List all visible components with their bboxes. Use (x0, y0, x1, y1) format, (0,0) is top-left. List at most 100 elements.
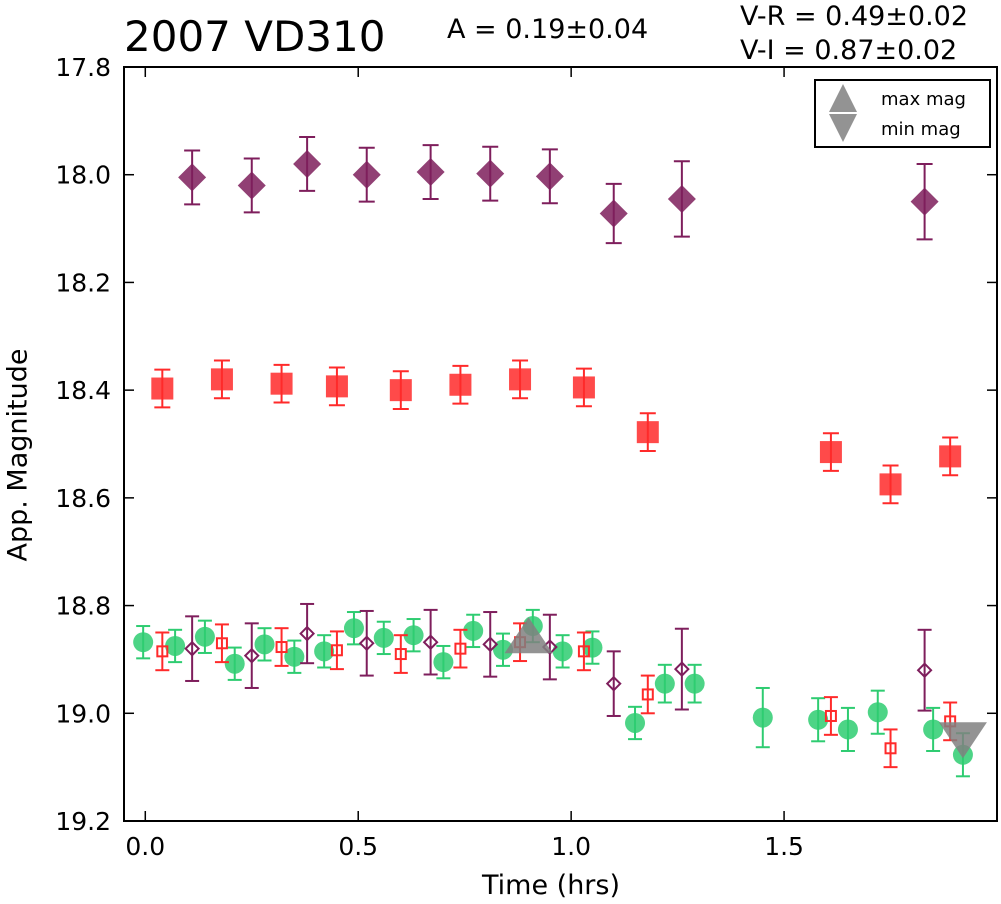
y-tick-label: 18.2 (55, 268, 111, 297)
x-axis-label: Time (hrs) (482, 870, 621, 901)
error-bar (883, 728, 898, 769)
color-index-vi: V-I = 0.87±0.02 (740, 35, 958, 66)
r_band-point (577, 645, 590, 658)
y-axis-label: App. Magnitude (2, 348, 34, 562)
v_band-point (224, 653, 245, 674)
r_band_offset-point (325, 375, 348, 398)
v_band-point (808, 709, 829, 730)
error-bar (214, 623, 229, 664)
r_band-point (215, 637, 228, 650)
error-bar (483, 611, 498, 678)
i_band-point (482, 636, 499, 653)
r_band_offset-point (509, 368, 532, 391)
error-bar (576, 631, 591, 672)
i_band_offset-point (535, 162, 564, 191)
v_band-point (403, 625, 424, 646)
max-mag-legend-icon (829, 84, 857, 112)
error-bar (542, 613, 557, 681)
error-bar (274, 627, 289, 667)
error-bar (453, 628, 468, 669)
v_band-point (684, 673, 705, 694)
x-tick-label: 0.0 (125, 832, 165, 861)
r_band_offset-point (939, 445, 962, 468)
r_band_offset-point (879, 473, 902, 496)
i_band_offset-point (293, 149, 322, 178)
y-tick-label: 18.6 (55, 484, 111, 513)
i_band_offset-point (352, 160, 381, 189)
r_band_offset-point (210, 368, 233, 391)
r_band-point (275, 641, 288, 654)
r_band_offset-point (151, 377, 174, 400)
error-bar (823, 696, 838, 736)
legend-label: min mag (881, 119, 961, 140)
i_band-point (422, 634, 439, 651)
error-bar (606, 650, 621, 717)
r_band-point (156, 645, 169, 658)
r_band-point (394, 648, 407, 661)
v_band-point (343, 618, 364, 639)
i_band_offset-point (476, 159, 505, 188)
y-tick-label: 18.0 (55, 161, 111, 190)
max-mag-marker (504, 617, 553, 654)
i_band_offset-point (178, 163, 207, 192)
r_band-point (824, 709, 837, 722)
x-tick-label: 1.5 (764, 832, 804, 861)
v_band-point (314, 641, 335, 662)
v_band-point (463, 620, 484, 641)
v_band-point (625, 712, 646, 733)
v_band-point (582, 637, 603, 658)
error-bar (393, 634, 408, 674)
i_band_offset-point (416, 158, 445, 187)
v_band-point (194, 626, 215, 647)
error-bar (674, 627, 689, 711)
v_band-point (923, 719, 944, 740)
i_band_offset-point (237, 171, 266, 200)
v_band-point (133, 632, 154, 653)
data-layer (133, 136, 987, 778)
v_band-point (752, 707, 773, 728)
error-bar (185, 615, 200, 682)
error-bar (155, 631, 170, 672)
min-mag-marker (938, 722, 987, 759)
error-bar (244, 622, 259, 689)
x-tick-label: 1.0 (551, 832, 591, 861)
v_band-point (373, 627, 394, 648)
plot-frame (123, 66, 998, 822)
r_band-point (454, 642, 467, 655)
error-bar (359, 609, 374, 677)
i_band_offset-point (910, 187, 939, 216)
i_band-point (605, 675, 622, 692)
r_band_offset-point (572, 376, 595, 399)
i_band-point (299, 625, 316, 642)
error-bar (329, 630, 344, 671)
r_band_offset-point (449, 373, 472, 396)
v_band-point (654, 673, 675, 694)
ticks-layer: 0.0 0.5 1.0 1.5 17.8 18.0 18.2 18.4 18.6 18.8 19.0… (55, 53, 997, 861)
legend-label: max mag (881, 89, 966, 110)
color-index-vr: V-R = 0.49±0.02 (740, 1, 969, 32)
v_band-point (867, 702, 888, 723)
error-bar (300, 602, 315, 665)
v_band-point (165, 635, 186, 656)
r_band-point (330, 644, 343, 657)
y-tick-label: 17.8 (55, 53, 111, 82)
r_band-point (884, 742, 897, 755)
i_band-point (184, 640, 201, 657)
chart-title: 2007 VD310 (124, 12, 386, 61)
i_band_offset-point (599, 199, 628, 228)
x-tick-label: 0.5 (338, 832, 378, 861)
v_band-point (254, 634, 275, 655)
v_band-point (552, 641, 573, 662)
r_band_offset-point (819, 441, 842, 464)
r_band_offset-point (389, 379, 412, 402)
legend: max mag min mag (814, 79, 991, 148)
error-bar (423, 608, 438, 676)
r_band_offset-point (636, 421, 659, 444)
r_band-point (641, 688, 654, 701)
i_band-point (673, 661, 690, 678)
y-tick-label: 19.0 (55, 699, 111, 728)
error-bar (640, 674, 655, 715)
min-mag-legend-icon (829, 114, 857, 142)
y-tick-label: 18.8 (55, 592, 111, 621)
